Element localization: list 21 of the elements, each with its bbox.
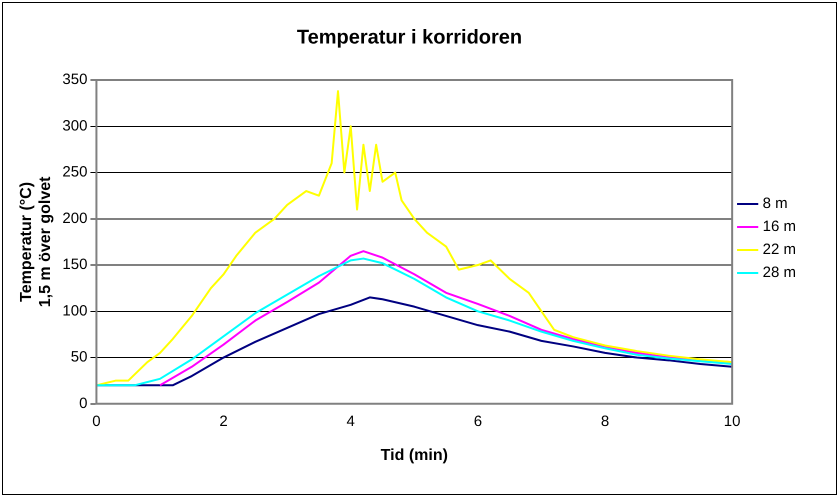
- legend-label: 28 m: [762, 264, 796, 282]
- x-tick-label: 8: [600, 412, 610, 430]
- x-tick-label: 2: [219, 412, 228, 430]
- y-tick-label: 150: [62, 256, 88, 274]
- x-tick-label: 4: [346, 412, 355, 430]
- x-tick-label: 10: [724, 412, 740, 430]
- legend-label: 8 m: [762, 195, 788, 212]
- y-tick-label: 250: [62, 164, 88, 181]
- legend-label: 22 m: [762, 241, 796, 258]
- y-axis-title: Temperatur (°C) 1,5 m över golvet: [18, 176, 54, 308]
- y-tick-label: 50: [70, 348, 88, 366]
- legend-label: 16 m: [762, 218, 796, 236]
- x-tick-label: 6: [474, 412, 482, 430]
- y-tick-label: 100: [62, 302, 88, 320]
- x-tick-label: 0: [92, 412, 101, 430]
- y-tick-label: 0: [79, 394, 88, 412]
- y-tick-label: 350: [62, 71, 88, 88]
- y-tick-label: 200: [62, 210, 88, 227]
- y-tick-label: 300: [62, 117, 88, 134]
- x-axis-title: Tid (min): [380, 446, 448, 464]
- chart-title: Temperatur i korridoren: [296, 26, 522, 49]
